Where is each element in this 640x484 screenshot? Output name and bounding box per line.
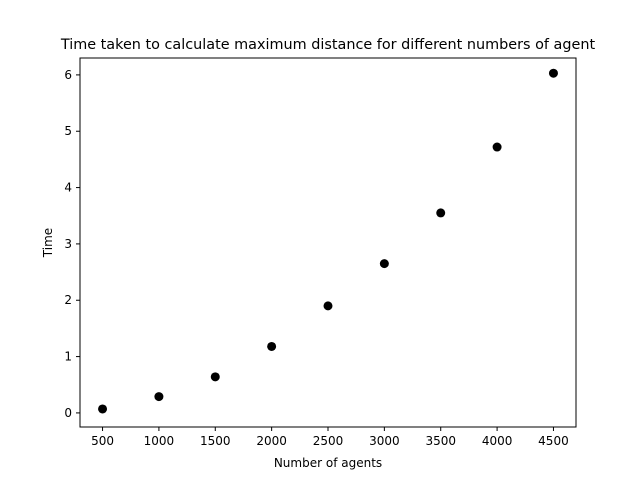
x-axis-label: Number of agents — [274, 456, 382, 470]
y-tick-label: 0 — [64, 406, 72, 420]
y-tick-label: 5 — [64, 124, 72, 138]
x-tick-label: 1000 — [144, 434, 175, 448]
data-point — [492, 142, 502, 152]
x-tick-label: 2500 — [313, 434, 344, 448]
data-point — [379, 259, 389, 269]
y-tick-label: 3 — [64, 237, 72, 251]
data-point — [154, 392, 164, 402]
plot-frame — [79, 57, 577, 428]
x-tick-label: 3500 — [425, 434, 456, 448]
x-tick-label: 3000 — [369, 434, 400, 448]
data-point — [548, 68, 558, 78]
y-tick-label: 1 — [64, 350, 72, 364]
data-point — [436, 208, 446, 218]
y-tick-label: 4 — [64, 181, 72, 195]
x-tick-label: 4000 — [482, 434, 513, 448]
y-axis: 0 1 2 3 4 5 6 — [64, 68, 80, 420]
data-point — [267, 341, 277, 351]
y-tick-label: 6 — [64, 68, 72, 82]
x-tick-label: 1500 — [200, 434, 231, 448]
y-tick-label: 2 — [64, 293, 72, 307]
data-point — [323, 301, 333, 311]
x-tick-label: 2000 — [256, 434, 287, 448]
y-axis-label: Time — [41, 228, 55, 258]
x-tick-label: 500 — [91, 434, 114, 448]
plot-area — [79, 57, 577, 428]
data-point — [210, 372, 220, 382]
chart-title: Time taken to calculate maximum distance… — [60, 37, 596, 53]
data-points — [98, 68, 558, 414]
x-tick-label: 4500 — [538, 434, 569, 448]
x-axis: 500 1000 1500 2000 2500 3000 3500 4000 4500 — [91, 427, 569, 448]
data-point — [98, 404, 108, 414]
